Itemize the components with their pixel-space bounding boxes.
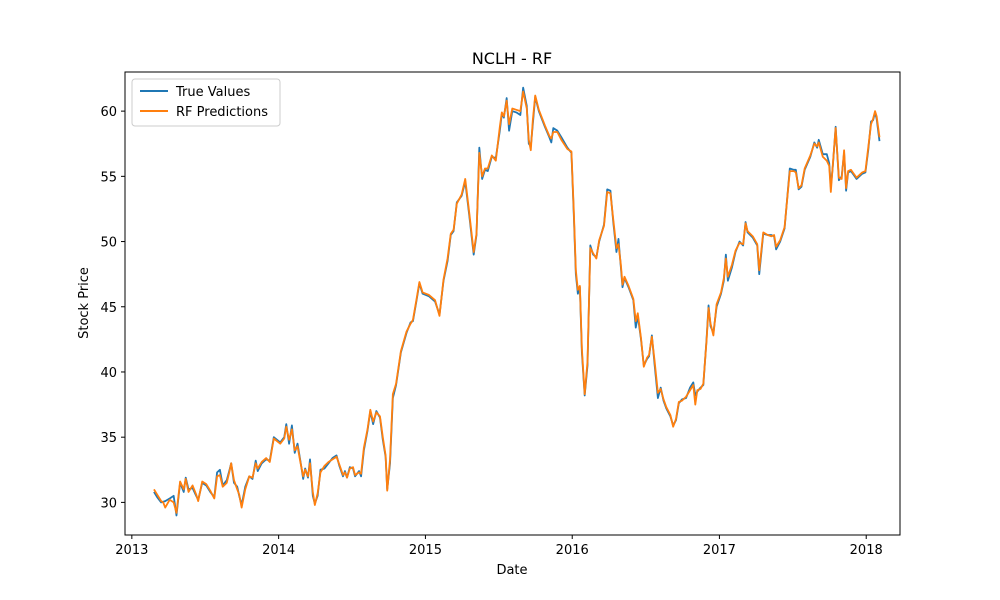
chart-title: NCLH - RF: [472, 49, 552, 68]
series-layer: [153, 86, 881, 517]
legend-label-rf-predictions: RF Predictions: [176, 105, 268, 120]
y-tick-label: 40: [100, 366, 117, 381]
y-tick-label: 50: [100, 236, 117, 251]
x-axis: 2013 2014 2015 2016 2017 2018: [115, 535, 883, 558]
y-axis: 30 35 40 45 50 55 60: [100, 105, 125, 511]
legend-label-true-values: True Values: [175, 85, 250, 100]
series-line-true-values: [153, 86, 881, 517]
legend: True Values RF Predictions: [131, 78, 281, 127]
x-tick-label: 2017: [703, 543, 736, 558]
y-tick-label: 60: [100, 105, 117, 120]
y-tick-label: 45: [100, 301, 117, 316]
plot-area-frame: [124, 71, 901, 536]
x-tick-label: 2013: [115, 543, 148, 558]
x-tick-label: 2014: [262, 543, 295, 558]
legend-frame: [131, 78, 281, 127]
y-tick-label: 55: [100, 170, 117, 185]
x-axis-label: Date: [496, 563, 527, 578]
x-tick-label: 2018: [850, 543, 883, 558]
y-tick-label: 30: [100, 496, 117, 511]
series-line-rf-predictions: [153, 90, 881, 514]
x-tick-label: 2015: [409, 543, 442, 558]
x-tick-label: 2016: [556, 543, 589, 558]
y-tick-label: 35: [100, 431, 117, 446]
y-axis-label: Stock Price: [77, 267, 92, 339]
